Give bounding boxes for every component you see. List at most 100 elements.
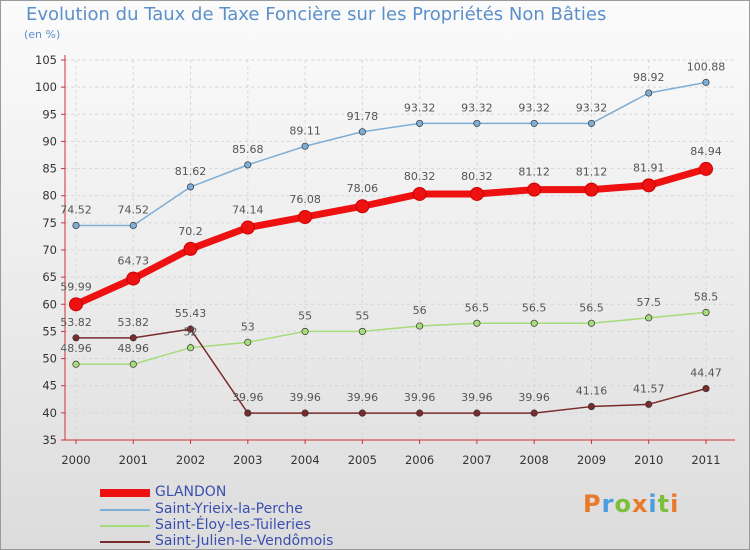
data-point (416, 409, 424, 417)
y-tick-label: 80 (42, 189, 57, 203)
data-point (702, 385, 710, 393)
legend-swatch (100, 525, 150, 527)
data-point (587, 319, 596, 327)
y-tick-label: 95 (42, 107, 57, 121)
series-line-0 (72, 165, 710, 308)
data-label: 55 (355, 309, 369, 322)
data-label: 55.43 (175, 307, 207, 320)
data-label: 98.92 (633, 71, 665, 84)
data-label: 58.5 (694, 290, 719, 303)
data-point (298, 209, 313, 224)
data-point (530, 409, 538, 417)
data-point (587, 119, 596, 127)
proxiti-logo: Proxiti (583, 490, 680, 518)
data-label: 56.5 (465, 301, 490, 314)
data-point (355, 199, 370, 214)
data-label: 81.12 (576, 166, 608, 179)
data-label: 53.82 (118, 316, 150, 329)
y-tick-label: 65 (42, 270, 57, 284)
data-label: 93.32 (404, 101, 436, 114)
data-label: 41.16 (576, 385, 608, 398)
data-label: 56.5 (579, 301, 604, 314)
data-label: 59.99 (60, 280, 92, 293)
data-label: 93.32 (518, 101, 550, 114)
data-label: 89.11 (289, 124, 321, 137)
data-point (129, 221, 137, 230)
series-line-3 (75, 328, 707, 414)
data-label: 64.73 (118, 255, 150, 268)
data-point (530, 319, 538, 327)
y-tick-label: 85 (42, 162, 57, 176)
data-label: 80.32 (404, 170, 436, 183)
data-point (72, 360, 80, 368)
y-tick-label: 50 (42, 352, 57, 366)
y-tick-label: 40 (42, 406, 57, 420)
data-point (69, 297, 83, 312)
x-tick-label: 2001 (119, 453, 148, 467)
data-label: 93.32 (461, 101, 493, 114)
data-label: 39.96 (347, 391, 379, 404)
y-tick-label: 70 (42, 243, 57, 257)
data-label: 100.88 (687, 60, 726, 73)
data-point (186, 325, 195, 333)
y-tick-label: 45 (42, 379, 57, 393)
legend-swatch (100, 541, 150, 543)
data-label: 74.52 (118, 203, 150, 216)
data-point (358, 128, 366, 136)
data-label: 74.52 (60, 203, 92, 216)
y-unit-label: (en %) (24, 28, 61, 41)
data-label: 91.78 (347, 110, 379, 123)
data-label: 56 (413, 304, 427, 317)
data-point (584, 182, 599, 197)
x-tick-label: 2003 (233, 453, 262, 467)
data-point (416, 119, 424, 127)
x-tick-label: 2004 (290, 453, 319, 467)
data-label: 39.96 (232, 391, 264, 404)
data-label: 84.94 (690, 145, 722, 158)
data-label: 39.96 (404, 391, 436, 404)
legend-label: Saint-Yrieix-la-Perche (155, 501, 303, 517)
y-tick-label: 75 (42, 216, 57, 230)
x-tick-label: 2009 (577, 453, 606, 467)
y-tick-label: 105 (35, 53, 57, 67)
x-tick-label: 2000 (61, 453, 90, 467)
x-tick-label: 2006 (405, 453, 434, 467)
x-tick-label: 2010 (634, 453, 663, 467)
data-point (301, 327, 309, 335)
data-label: 78.06 (347, 182, 379, 195)
data-label: 80.32 (461, 170, 493, 183)
data-point (301, 142, 309, 150)
data-label: 48.96 (60, 342, 92, 355)
series-line-1 (75, 81, 707, 227)
data-point (473, 319, 481, 327)
data-label: 39.96 (461, 391, 493, 404)
data-point (183, 241, 198, 256)
y-tick-label: 100 (35, 80, 57, 94)
data-label: 70.2 (178, 225, 203, 238)
data-point (129, 360, 137, 368)
x-tick-label: 2007 (462, 453, 491, 467)
data-point (473, 409, 481, 417)
data-point (412, 186, 427, 201)
data-point (645, 400, 653, 408)
x-tick-label: 2005 (348, 453, 377, 467)
data-label: 81.62 (175, 165, 207, 178)
data-point (72, 221, 80, 230)
data-point (702, 308, 710, 316)
x-tick-label: 2008 (520, 453, 549, 467)
data-point (645, 314, 653, 322)
y-tick-label: 90 (42, 134, 57, 148)
legend-label: GLANDON (155, 484, 227, 500)
legend-label: Saint-Éloy-les-Tuileries (155, 517, 311, 533)
data-point (244, 161, 252, 169)
data-point (244, 409, 252, 417)
data-point (641, 178, 656, 193)
data-label: 41.57 (633, 382, 665, 395)
data-point (527, 182, 542, 197)
data-point (129, 334, 137, 342)
legend-swatch (100, 489, 150, 497)
data-point (240, 220, 255, 235)
data-label: 53 (241, 320, 255, 333)
